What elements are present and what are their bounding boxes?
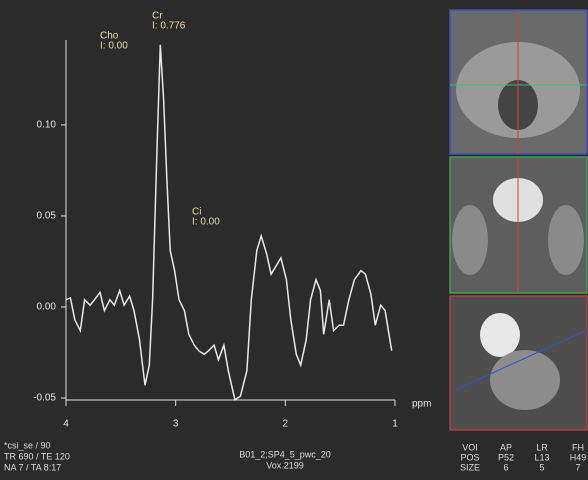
voi-cell: SIZE bbox=[460, 462, 480, 472]
voi-cell: LR bbox=[536, 442, 548, 452]
screen: ppm 0.100.050.00-0.054321ChoI: 0.00CrI: … bbox=[0, 0, 588, 480]
voi-cell: AP bbox=[500, 442, 512, 452]
x-tick-label: 1 bbox=[392, 419, 398, 430]
scan-info: *csi_se / 90 bbox=[4, 440, 51, 450]
peak-integral: I: 0.00 bbox=[100, 41, 128, 52]
peak-integral: I: 0.00 bbox=[192, 217, 220, 228]
voi-cell: 5 bbox=[539, 462, 544, 472]
peak-integral: I: 0.776 bbox=[152, 21, 186, 32]
voi-cell: 7 bbox=[575, 462, 580, 472]
x-tick-label: 3 bbox=[173, 419, 179, 430]
voi-cell: H49 bbox=[570, 452, 587, 462]
scan-info: NA 7 / TA 8:17 bbox=[4, 462, 61, 472]
y-tick-label: 0.10 bbox=[37, 120, 57, 131]
voi-cell: 6 bbox=[503, 462, 508, 472]
voi-cell: P52 bbox=[498, 452, 514, 462]
sagittal-anatomy bbox=[490, 350, 560, 410]
voi-cell: L13 bbox=[534, 452, 549, 462]
x-tick-label: 4 bbox=[63, 419, 69, 430]
voi-cell: VOI bbox=[462, 442, 478, 452]
voi-cell: POS bbox=[460, 452, 479, 462]
sagittal-anatomy bbox=[480, 313, 520, 357]
x-tick-label: 2 bbox=[283, 419, 289, 430]
coronal-anatomy bbox=[548, 205, 584, 275]
mri-views bbox=[450, 10, 587, 430]
protocol-info: B01_2;SP4_5_pwc_20 bbox=[239, 449, 331, 459]
x-axis-label: ppm bbox=[412, 399, 431, 410]
scan-info: TR 690 / TE 120 bbox=[4, 451, 70, 461]
y-tick-label: -0.05 bbox=[33, 393, 56, 404]
coronal-anatomy bbox=[452, 205, 488, 275]
y-tick-label: 0.00 bbox=[37, 302, 57, 313]
protocol-info: Vox 2199 bbox=[266, 460, 304, 470]
y-tick-label: 0.05 bbox=[37, 211, 57, 222]
voi-cell: FH bbox=[572, 442, 584, 452]
